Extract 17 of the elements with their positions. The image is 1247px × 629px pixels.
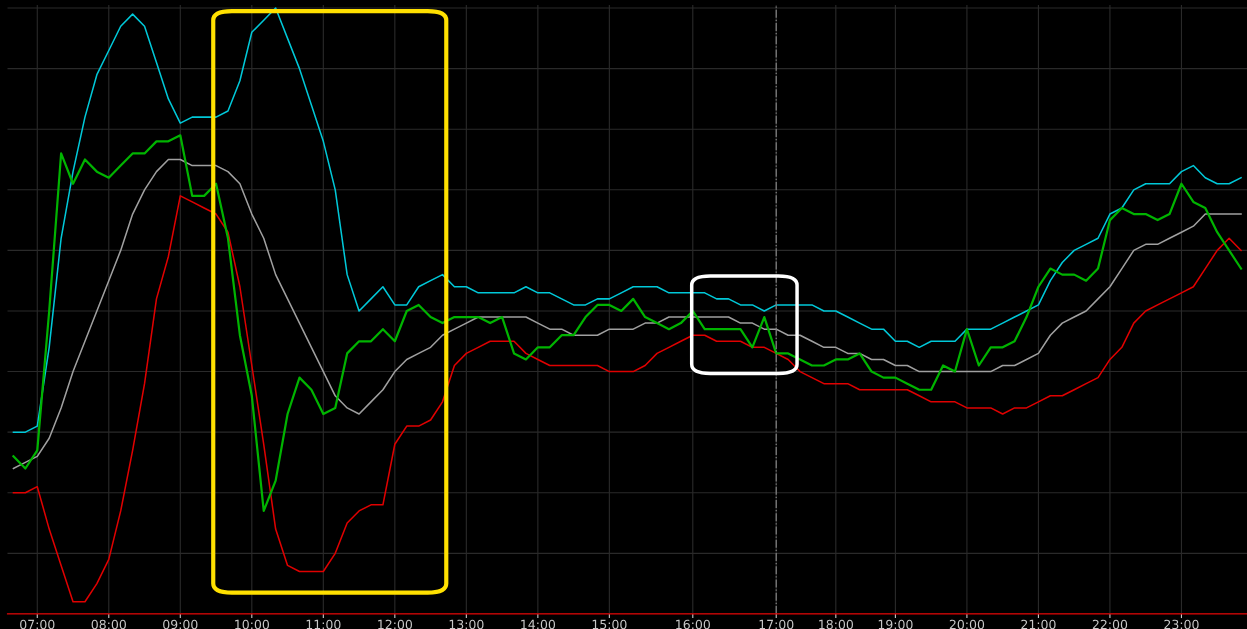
x-tick-label: 08:00 [91,619,126,629]
x-tick-label: 17:00 [759,619,794,629]
x-tick-label: 07:00 [20,619,55,629]
x-tick-label: 15:00 [592,619,627,629]
x-tick-label: 13:00 [449,619,484,629]
x-tick-label: 18:00 [819,619,853,629]
x-tick-label: 09:00 [163,619,198,629]
x-tick-label: 11:00 [306,619,341,629]
x-tick-label: 14:00 [521,619,556,629]
x-tick-label: 22:00 [1092,619,1128,629]
x-tick-label: 21:00 [1021,619,1056,629]
x-tick-label: 16:00 [676,619,710,629]
x-tick-label: 20:00 [949,619,985,629]
x-tick-label: 19:00 [878,619,913,629]
x-tick-label: 23:00 [1164,619,1199,629]
x-tick-label: 12:00 [378,619,413,629]
x-tick-label: 10:00 [235,619,269,629]
